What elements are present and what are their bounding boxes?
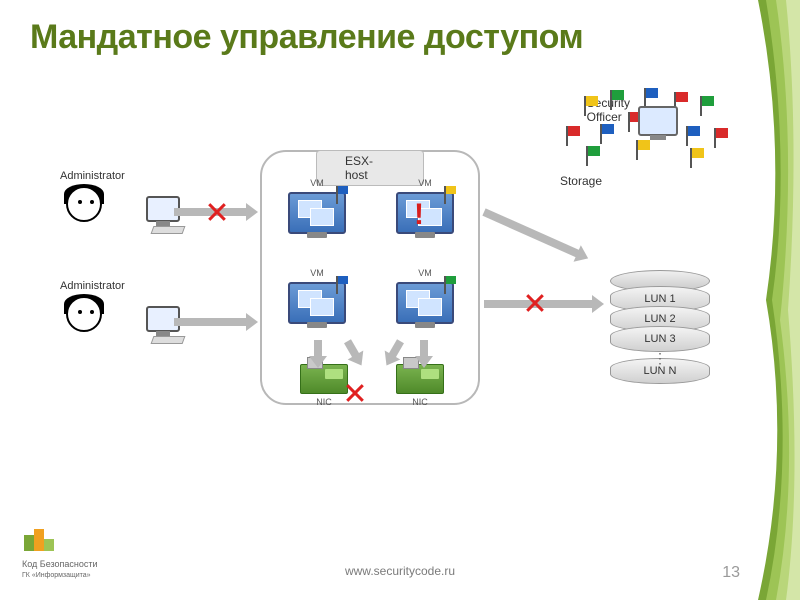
storage-label: Storage bbox=[560, 174, 602, 188]
vm-label: VM bbox=[418, 268, 432, 278]
slide-title: Мандатное управление доступом bbox=[30, 18, 583, 57]
vm-top-left: VM bbox=[288, 192, 346, 242]
vm-top-right: VM ! bbox=[396, 192, 454, 242]
footer-url: www.securitycode.ru bbox=[345, 564, 455, 578]
vm-bottom-right: VM bbox=[396, 282, 454, 332]
arrow-icon bbox=[314, 340, 322, 358]
esx-label: ESX-host bbox=[316, 150, 424, 186]
arrow-icon bbox=[482, 208, 580, 258]
nic-right: NIC bbox=[396, 364, 444, 394]
flag-icon bbox=[566, 126, 580, 146]
flag-icon bbox=[444, 186, 456, 204]
vm-label: VM bbox=[310, 268, 324, 278]
flag-icon bbox=[686, 126, 700, 146]
lun-row: LUN 3 bbox=[610, 326, 710, 352]
nic-label: NIC bbox=[412, 397, 428, 407]
flag-icon bbox=[690, 148, 704, 168]
flag-icon bbox=[714, 128, 728, 148]
cross-icon bbox=[524, 292, 546, 314]
flag-icon bbox=[600, 124, 614, 144]
vm-label: VM bbox=[310, 178, 324, 188]
esx-host-box: ESX-host VM VM ! VM VM bbox=[260, 150, 480, 405]
logo-name: Код Безопасности bbox=[22, 560, 98, 570]
flag-icon bbox=[700, 96, 714, 116]
arrow-icon bbox=[174, 318, 248, 326]
storage-cylinder: Storage Security Officer LUN 1 LUN 2 LUN… bbox=[610, 270, 710, 384]
flag-icon bbox=[644, 88, 658, 108]
admin-label: Administrator bbox=[60, 170, 125, 182]
diagram: ESX-host VM VM ! VM VM bbox=[0, 90, 800, 530]
page-number: 13 bbox=[722, 564, 740, 582]
admin-label: Administrator bbox=[60, 280, 125, 292]
flag-icon bbox=[336, 186, 348, 204]
cross-icon bbox=[206, 201, 228, 223]
flag-icon bbox=[336, 276, 348, 294]
logo-sub: ГК «Информзащита» bbox=[22, 572, 98, 580]
cross-icon bbox=[344, 382, 366, 404]
arrow-icon bbox=[420, 340, 428, 358]
flag-icon bbox=[444, 276, 456, 294]
vm-bottom-left: VM bbox=[288, 282, 346, 332]
flag-icon bbox=[636, 140, 650, 160]
flag-icon bbox=[584, 96, 598, 116]
flag-icon bbox=[586, 146, 600, 166]
slide: Мандатное управление доступом ESX-host V… bbox=[0, 0, 800, 600]
vm-label: VM bbox=[418, 178, 432, 188]
exclamation-icon: ! bbox=[414, 198, 424, 232]
flag-icon bbox=[610, 90, 624, 110]
nic-label: NIC bbox=[316, 397, 332, 407]
nic-left: NIC bbox=[300, 364, 348, 394]
security-pc-icon bbox=[638, 106, 678, 136]
company-logo: Код Безопасности ГК «Информзащита» bbox=[22, 525, 98, 580]
